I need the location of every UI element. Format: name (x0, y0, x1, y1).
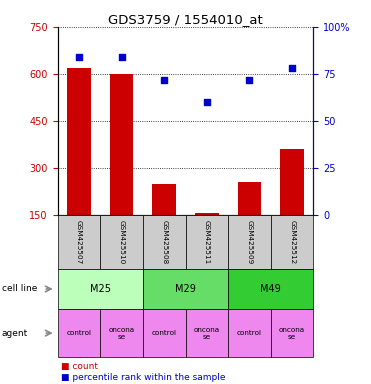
Point (247, 76, 253, 83)
Title: GDS3759 / 1554010_at: GDS3759 / 1554010_at (108, 13, 263, 26)
Text: GSM425510: GSM425510 (118, 220, 125, 264)
Bar (67, 68, 91, 215)
Text: control: control (237, 330, 262, 336)
Bar (152, 184, 176, 215)
Point (76, 54, 82, 60)
Text: agent: agent (2, 329, 28, 338)
Bar (110, 74, 133, 215)
Text: control: control (66, 330, 91, 336)
Point (119, 54, 125, 60)
Bar (238, 182, 261, 215)
Bar (195, 214, 219, 215)
Text: M49: M49 (260, 284, 281, 294)
Text: ■ percentile rank within the sample: ■ percentile rank within the sample (61, 372, 226, 382)
Text: cell line: cell line (2, 285, 37, 293)
Text: GSM425509: GSM425509 (246, 220, 253, 264)
Text: ■ count: ■ count (61, 362, 98, 371)
Point (161, 76, 167, 83)
Text: GSM425512: GSM425512 (289, 220, 295, 264)
Text: GSM425507: GSM425507 (76, 220, 82, 264)
Text: oncona
se: oncona se (279, 327, 305, 339)
Bar (280, 149, 304, 215)
Text: GSM425508: GSM425508 (161, 220, 167, 264)
Text: oncona
se: oncona se (108, 327, 135, 339)
Point (204, 99, 210, 105)
Text: M25: M25 (90, 284, 111, 294)
Text: oncona
se: oncona se (194, 327, 220, 339)
Text: M29: M29 (175, 284, 196, 294)
Text: control: control (152, 330, 177, 336)
Text: GSM425511: GSM425511 (204, 220, 210, 264)
Point (289, 65, 295, 71)
